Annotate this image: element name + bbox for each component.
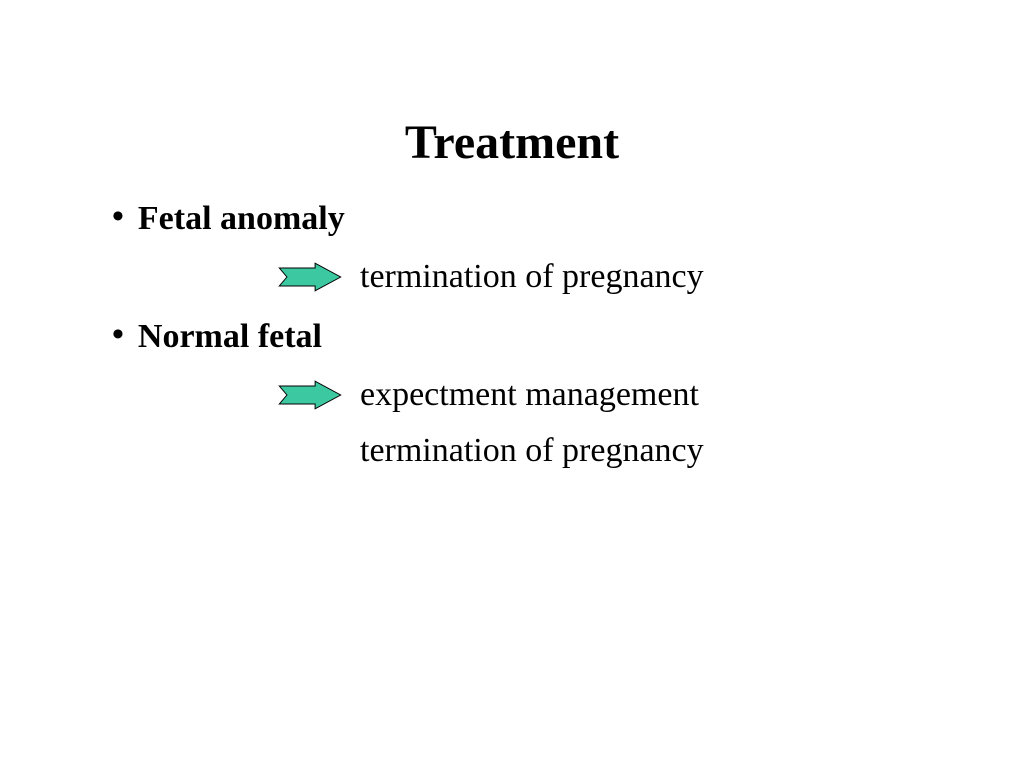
- arrow-icon: [278, 262, 342, 292]
- slide-title: Treatment: [0, 115, 1024, 170]
- slide: Treatment • Fetal anomaly termination of…: [0, 0, 1024, 768]
- arrow-icon: [278, 380, 342, 410]
- bullet-marker: •: [112, 318, 124, 352]
- bullet-sub-label: expectment management: [360, 376, 699, 414]
- bullet-item: • Normal fetal: [112, 318, 322, 356]
- bullet-marker: •: [112, 200, 124, 234]
- bullet-label: Normal fetal: [138, 318, 322, 356]
- bullet-sub-label: termination of pregnancy: [360, 258, 704, 296]
- bullet-sub-item: termination of pregnancy: [278, 258, 704, 296]
- bullet-sub-item: expectment management: [278, 376, 699, 414]
- bullet-label: Fetal anomaly: [138, 200, 345, 238]
- bullet-item: • Fetal anomaly: [112, 200, 345, 238]
- bullet-sub-item: termination of pregnancy: [278, 432, 704, 470]
- bullet-sub-label: termination of pregnancy: [360, 432, 704, 470]
